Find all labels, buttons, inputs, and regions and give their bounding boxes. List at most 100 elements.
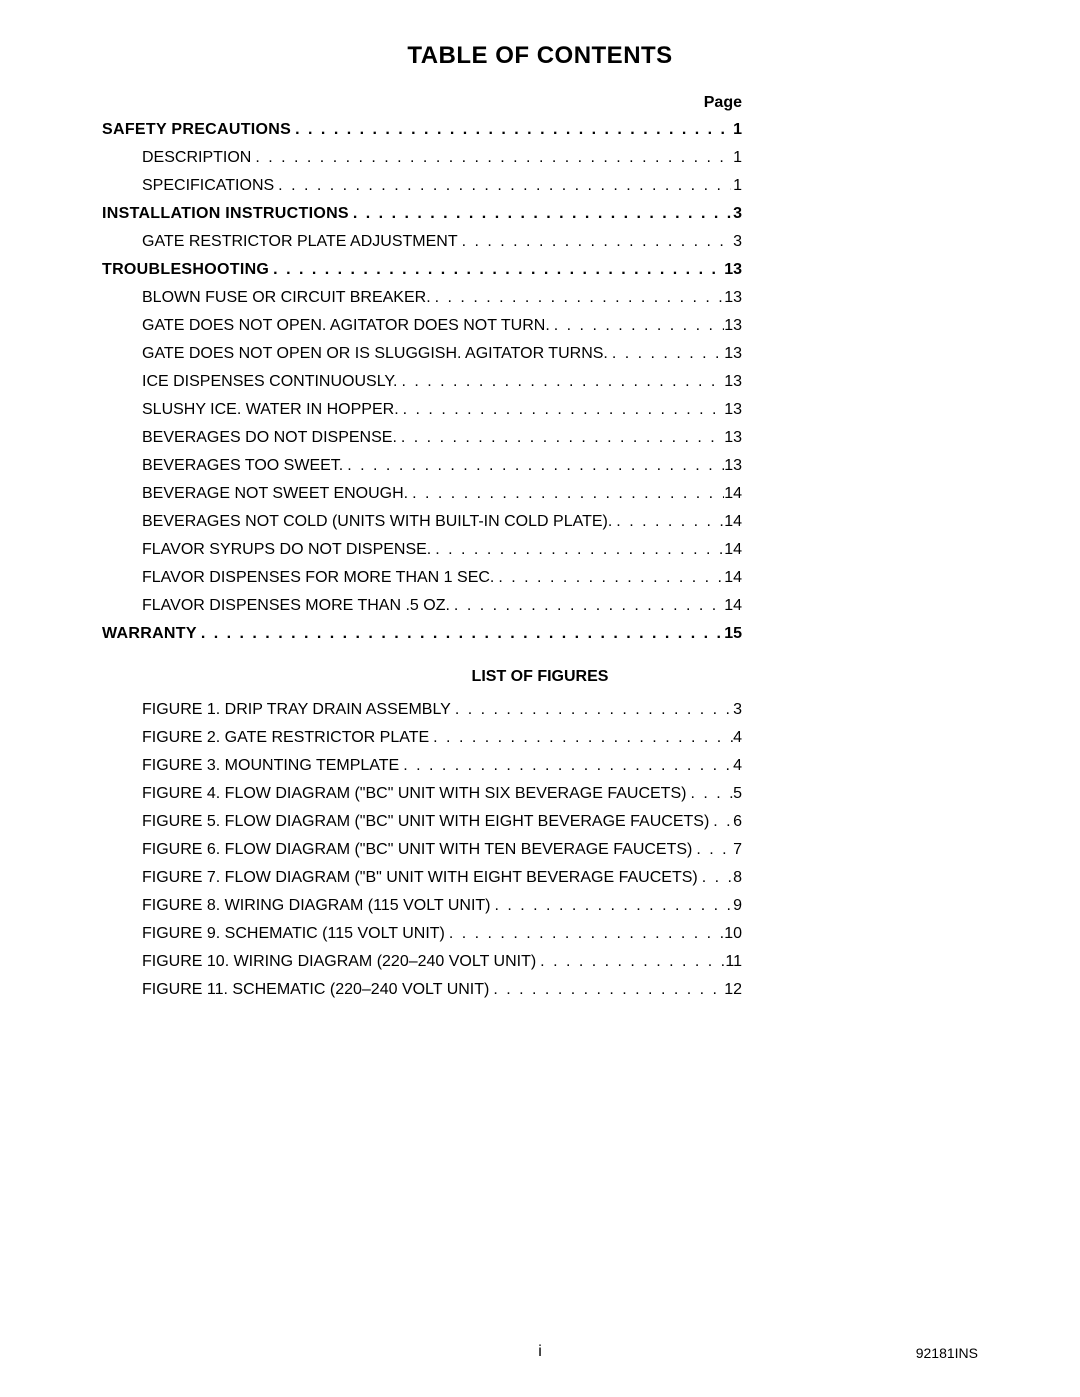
toc-page: 14 bbox=[724, 482, 742, 506]
toc-dots: . . . . . . . . . . . . . . . . . . . . … bbox=[408, 482, 724, 506]
toc-dots: . . . . . . . . . . . . . . . . . . . . … bbox=[612, 510, 724, 534]
toc-dots: . . . . . . . . . . . . . . . . . . . . … bbox=[431, 286, 725, 310]
lof-page: 10 bbox=[724, 922, 742, 946]
toc-label: SPECIFICATIONS bbox=[142, 174, 274, 198]
toc-dots: . . . . . . . . . . . . . . . . . . . . … bbox=[494, 566, 724, 590]
toc-dots: . . . . . . . . . . . . . . . . . . . . … bbox=[197, 622, 724, 646]
lof-page: 4 bbox=[733, 754, 742, 778]
toc-row: SLUSHY ICE. WATER IN HOPPER.. . . . . . … bbox=[102, 398, 742, 422]
toc-row: FLAVOR DISPENSES MORE THAN .5 OZ.. . . .… bbox=[102, 594, 742, 618]
toc-dots: . . . . . . . . . . . . . . . . . . . . … bbox=[429, 726, 733, 750]
toc-row: SPECIFICATIONS. . . . . . . . . . . . . … bbox=[102, 174, 742, 198]
toc-label: GATE DOES NOT OPEN. AGITATOR DOES NOT TU… bbox=[142, 314, 550, 338]
toc-label: GATE DOES NOT OPEN OR IS SLUGGISH. AGITA… bbox=[142, 342, 608, 366]
toc-label: BEVERAGES TOO SWEET. bbox=[142, 454, 343, 478]
toc-label: SAFETY PRECAUTIONS bbox=[102, 118, 291, 142]
lof-row: FIGURE 11. SCHEMATIC (220–240 VOLT UNIT)… bbox=[102, 978, 742, 1002]
toc-row: BEVERAGE NOT SWEET ENOUGH.. . . . . . . … bbox=[102, 482, 742, 506]
toc-row: DESCRIPTION. . . . . . . . . . . . . . .… bbox=[102, 146, 742, 170]
lof-label: FIGURE 11. SCHEMATIC (220–240 VOLT UNIT) bbox=[142, 978, 489, 1002]
toc-row: BEVERAGES TOO SWEET.. . . . . . . . . . … bbox=[102, 454, 742, 478]
toc-dots: . . . . . . . . . . . . . . . . . . . . … bbox=[536, 950, 725, 974]
toc-page: 13 bbox=[724, 426, 742, 450]
toc-page: 1 bbox=[731, 146, 742, 170]
toc-dots: . . . . . . . . . . . . . . . . . . . . … bbox=[608, 342, 724, 366]
toc-dots: . . . . . . . . . . . . . . . . . . . . … bbox=[550, 314, 724, 338]
toc-row: FLAVOR DISPENSES FOR MORE THAN 1 SEC.. .… bbox=[102, 566, 742, 590]
toc-dots: . . . . . . . . . . . . . . . . . . . . … bbox=[291, 118, 732, 142]
lof-row: FIGURE 10. WIRING DIAGRAM (220–240 VOLT … bbox=[102, 950, 742, 974]
lof-row: FIGURE 6. FLOW DIAGRAM ("BC" UNIT WITH T… bbox=[102, 838, 742, 862]
toc-dots: . . . . . . . . . . . . . . . . . . . . … bbox=[251, 146, 730, 170]
lof-page: 4 bbox=[733, 726, 742, 750]
toc-dots: . . . . . . . . . . . . . . . . . . . . … bbox=[269, 258, 724, 282]
lof-row: FIGURE 4. FLOW DIAGRAM ("BC" UNIT WITH S… bbox=[102, 782, 742, 806]
lof-label: FIGURE 8. WIRING DIAGRAM (115 VOLT UNIT) bbox=[142, 894, 490, 918]
lof-label: FIGURE 5. FLOW DIAGRAM ("BC" UNIT WITH E… bbox=[142, 810, 709, 834]
toc-label: FLAVOR DISPENSES FOR MORE THAN 1 SEC. bbox=[142, 566, 494, 590]
lof-page: 5 bbox=[733, 782, 742, 806]
toc-label: BEVERAGES NOT COLD (UNITS WITH BUILT-IN … bbox=[142, 510, 612, 534]
toc-page: 13 bbox=[724, 370, 742, 394]
toc-page: 3 bbox=[733, 202, 742, 226]
toc-page: 13 bbox=[724, 398, 742, 422]
toc-label: ICE DISPENSES CONTINUOUSLY. bbox=[142, 370, 397, 394]
toc-label: GATE RESTRICTOR PLATE ADJUSTMENT bbox=[142, 230, 458, 254]
toc-label: BLOWN FUSE OR CIRCUIT BREAKER. bbox=[142, 286, 431, 310]
page-header-label: Page bbox=[102, 94, 742, 112]
toc-dots: . . . . . . . . . . . . . . . . . . . . … bbox=[458, 230, 734, 254]
toc-label: SLUSHY ICE. WATER IN HOPPER. bbox=[142, 398, 399, 422]
lof-label: FIGURE 3. MOUNTING TEMPLATE bbox=[142, 754, 399, 778]
lof-title: LIST OF FIGURES bbox=[0, 668, 1080, 686]
toc-dots: . . . . . . . . . . . . . . . . . . . . … bbox=[445, 922, 724, 946]
toc-page: 13 bbox=[724, 314, 742, 338]
toc-label: DESCRIPTION bbox=[142, 146, 251, 170]
toc-dots: . . . . . . . . . . . . . . . . . . . . … bbox=[490, 894, 733, 918]
footer-doc-id: 92181INS bbox=[916, 1345, 978, 1361]
toc-page: 14 bbox=[724, 510, 742, 534]
lof-row: FIGURE 7. FLOW DIAGRAM ("B" UNIT WITH EI… bbox=[102, 866, 742, 890]
lof-page: 12 bbox=[724, 978, 742, 1002]
lof-label: FIGURE 4. FLOW DIAGRAM ("BC" UNIT WITH S… bbox=[142, 782, 686, 806]
toc-dots: . . . . . . . . . . . . . . . . . . . . … bbox=[698, 866, 733, 890]
lof-label: FIGURE 10. WIRING DIAGRAM (220–240 VOLT … bbox=[142, 950, 536, 974]
toc-dots: . . . . . . . . . . . . . . . . . . . . … bbox=[431, 538, 724, 562]
toc-page: 3 bbox=[733, 230, 742, 254]
lof-page: 3 bbox=[733, 698, 742, 722]
toc-label: FLAVOR DISPENSES MORE THAN .5 OZ. bbox=[142, 594, 450, 618]
toc-dots: . . . . . . . . . . . . . . . . . . . . … bbox=[489, 978, 724, 1002]
toc-dots: . . . . . . . . . . . . . . . . . . . . … bbox=[274, 174, 731, 198]
toc-page: 15 bbox=[724, 622, 742, 646]
toc-label: BEVERAGE NOT SWEET ENOUGH. bbox=[142, 482, 408, 506]
lof-label: FIGURE 2. GATE RESTRICTOR PLATE bbox=[142, 726, 429, 750]
lof-label: FIGURE 7. FLOW DIAGRAM ("B" UNIT WITH EI… bbox=[142, 866, 698, 890]
toc-row: BEVERAGES DO NOT DISPENSE.. . . . . . . … bbox=[102, 426, 742, 450]
lof-page: 11 bbox=[725, 950, 742, 974]
toc-page: 14 bbox=[724, 538, 742, 562]
toc-page: 1 bbox=[731, 174, 742, 198]
toc-row: GATE DOES NOT OPEN OR IS SLUGGISH. AGITA… bbox=[102, 342, 742, 366]
toc-dots: . . . . . . . . . . . . . . . . . . . . … bbox=[399, 754, 733, 778]
toc-page: 13 bbox=[724, 286, 742, 310]
toc-label: INSTALLATION INSTRUCTIONS bbox=[102, 202, 349, 226]
lof-label: FIGURE 1. DRIP TRAY DRAIN ASSEMBLY bbox=[142, 698, 451, 722]
toc-row: BLOWN FUSE OR CIRCUIT BREAKER.. . . . . … bbox=[102, 286, 742, 310]
toc-row: INSTALLATION INSTRUCTIONS. . . . . . . .… bbox=[102, 202, 742, 226]
toc-dots: . . . . . . . . . . . . . . . . . . . . … bbox=[399, 398, 725, 422]
lof-wrap: FIGURE 1. DRIP TRAY DRAIN ASSEMBLY. . . … bbox=[102, 698, 742, 1002]
toc-list: SAFETY PRECAUTIONS. . . . . . . . . . . … bbox=[102, 118, 742, 646]
toc-dots: . . . . . . . . . . . . . . . . . . . . … bbox=[349, 202, 733, 226]
toc-row: WARRANTY. . . . . . . . . . . . . . . . … bbox=[102, 622, 742, 646]
toc-page: 1 bbox=[732, 118, 742, 142]
toc-label: FLAVOR SYRUPS DO NOT DISPENSE. bbox=[142, 538, 431, 562]
toc-page: 13 bbox=[724, 454, 742, 478]
toc-page: 13 bbox=[724, 342, 742, 366]
toc-dots: . . . . . . . . . . . . . . . . . . . . … bbox=[686, 782, 733, 806]
toc-dots: . . . . . . . . . . . . . . . . . . . . … bbox=[709, 810, 733, 834]
lof-page: 6 bbox=[733, 810, 742, 834]
lof-label: FIGURE 9. SCHEMATIC (115 VOLT UNIT) bbox=[142, 922, 445, 946]
toc-dots: . . . . . . . . . . . . . . . . . . . . … bbox=[451, 698, 733, 722]
toc-row: GATE RESTRICTOR PLATE ADJUSTMENT. . . . … bbox=[102, 230, 742, 254]
lof-row: FIGURE 8. WIRING DIAGRAM (115 VOLT UNIT)… bbox=[102, 894, 742, 918]
page: TABLE OF CONTENTS Page SAFETY PRECAUTION… bbox=[0, 0, 1080, 1397]
